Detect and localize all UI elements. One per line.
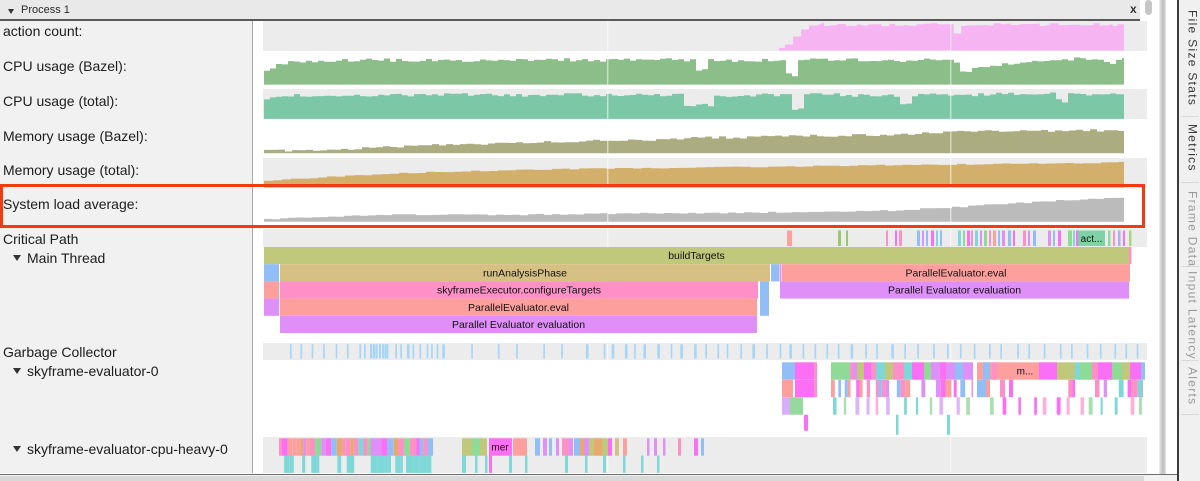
svg-text:act...: act...: [1081, 234, 1103, 245]
svg-text:ParallelEvaluator.eval: ParallelEvaluator.eval: [468, 302, 569, 314]
svg-text:mer: mer: [491, 443, 509, 454]
svg-text:runAnalysisPhase: runAnalysisPhase: [483, 267, 567, 279]
svg-text:ParallelEvaluator.eval: ParallelEvaluator.eval: [906, 267, 1007, 279]
svg-text:m...: m...: [1017, 367, 1034, 378]
svg-text:skyframeExecutor.configureTarg: skyframeExecutor.configureTargets: [437, 285, 601, 297]
svg-text:buildTargets: buildTargets: [668, 250, 725, 262]
svg-text:Parallel Evaluator evaluation: Parallel Evaluator evaluation: [888, 285, 1021, 297]
svg-text:Parallel Evaluator evaluation: Parallel Evaluator evaluation: [452, 319, 585, 331]
